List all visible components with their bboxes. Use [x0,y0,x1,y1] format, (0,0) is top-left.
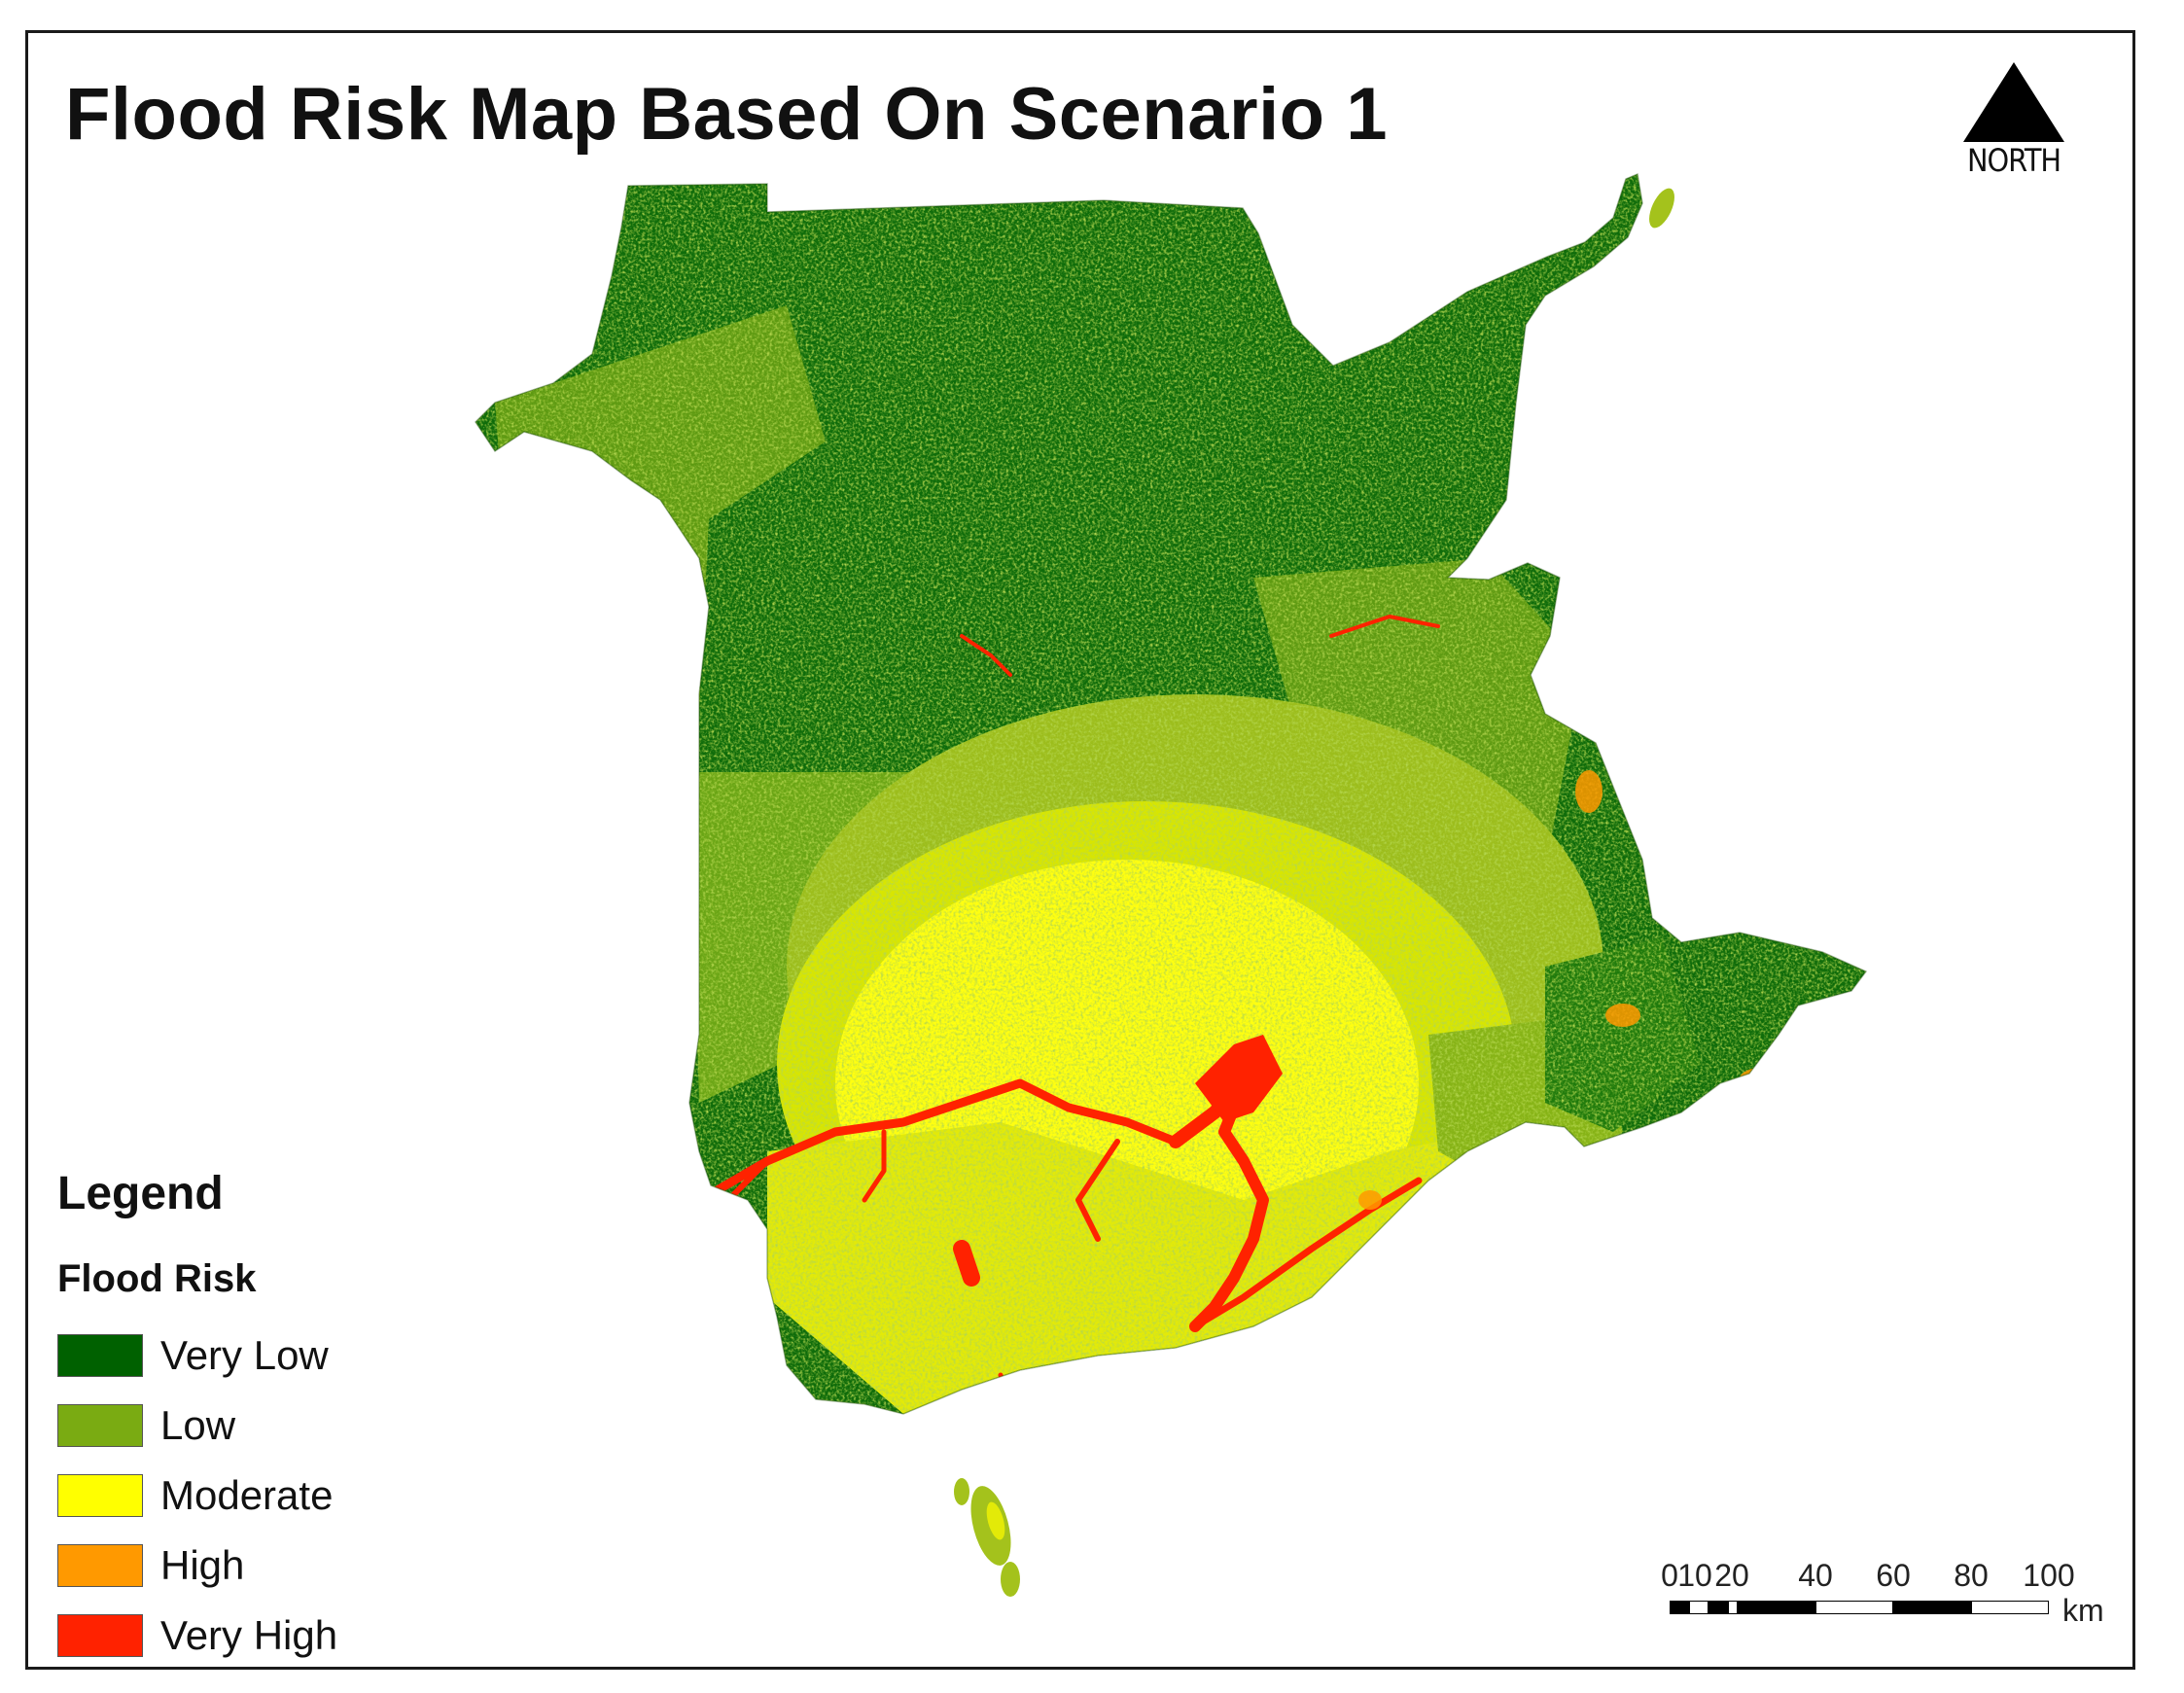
legend-label: High [160,1542,245,1588]
scale-unit: km [2062,1593,2104,1628]
scale-segment [1893,1601,1971,1614]
north-arrow: NORTH [1950,62,2076,198]
legend: Legend Flood Risk Very Low Low Moderate … [57,1167,338,1667]
legend-subtitle: Flood Risk [57,1257,257,1300]
legend-swatch [57,1404,143,1447]
scale-bar: 0 10 20 40 60 80 100 km [1661,1558,2104,1636]
legend-swatch [57,1544,143,1587]
scale-segment [1708,1601,1728,1614]
legend-title: Legend [57,1168,224,1219]
legend-item-moderate: Moderate [57,1461,337,1531]
scale-segment [1971,1601,2049,1614]
scale-segment [1738,1601,1815,1614]
scale-segment [1728,1601,1738,1614]
legend-label: Very Low [160,1332,329,1378]
map-frame: Flood Risk Map Based On Scenario 1 NORTH… [25,30,2135,1670]
scale-tick-label: 10 [1677,1558,1712,1593]
legend-label: Very High [160,1612,338,1658]
legend-item-very-high: Very High [57,1601,338,1667]
north-arrow-label: NORTH [1966,142,2061,179]
legend-item-low: Low [57,1391,337,1461]
scale-tick-label: 0 [1661,1558,1678,1593]
map-title: Flood Risk Map Based On Scenario 1 [65,73,1388,156]
scale-segment [1815,1601,1893,1614]
legend-label: Low [160,1402,236,1448]
scale-segment [1670,1601,1689,1614]
scale-tick-label: 60 [1876,1558,1911,1593]
scale-tick-label: 80 [1954,1558,1989,1593]
legend-swatch [57,1334,143,1377]
scale-tick-label: 20 [1714,1558,1749,1593]
north-arrow-icon [1963,62,2064,142]
flood-risk-map[interactable] [28,33,2132,1667]
legend-swatch [57,1474,143,1517]
scale-segment [1689,1601,1708,1614]
legend-label: Moderate [160,1472,334,1518]
legend-swatch [57,1614,143,1657]
scale-tick-label: 100 [2023,1558,2075,1593]
scale-tick-label: 40 [1798,1558,1833,1593]
legend-item-very-low: Very Low [57,1321,337,1391]
legend-item-high: High [57,1531,337,1601]
